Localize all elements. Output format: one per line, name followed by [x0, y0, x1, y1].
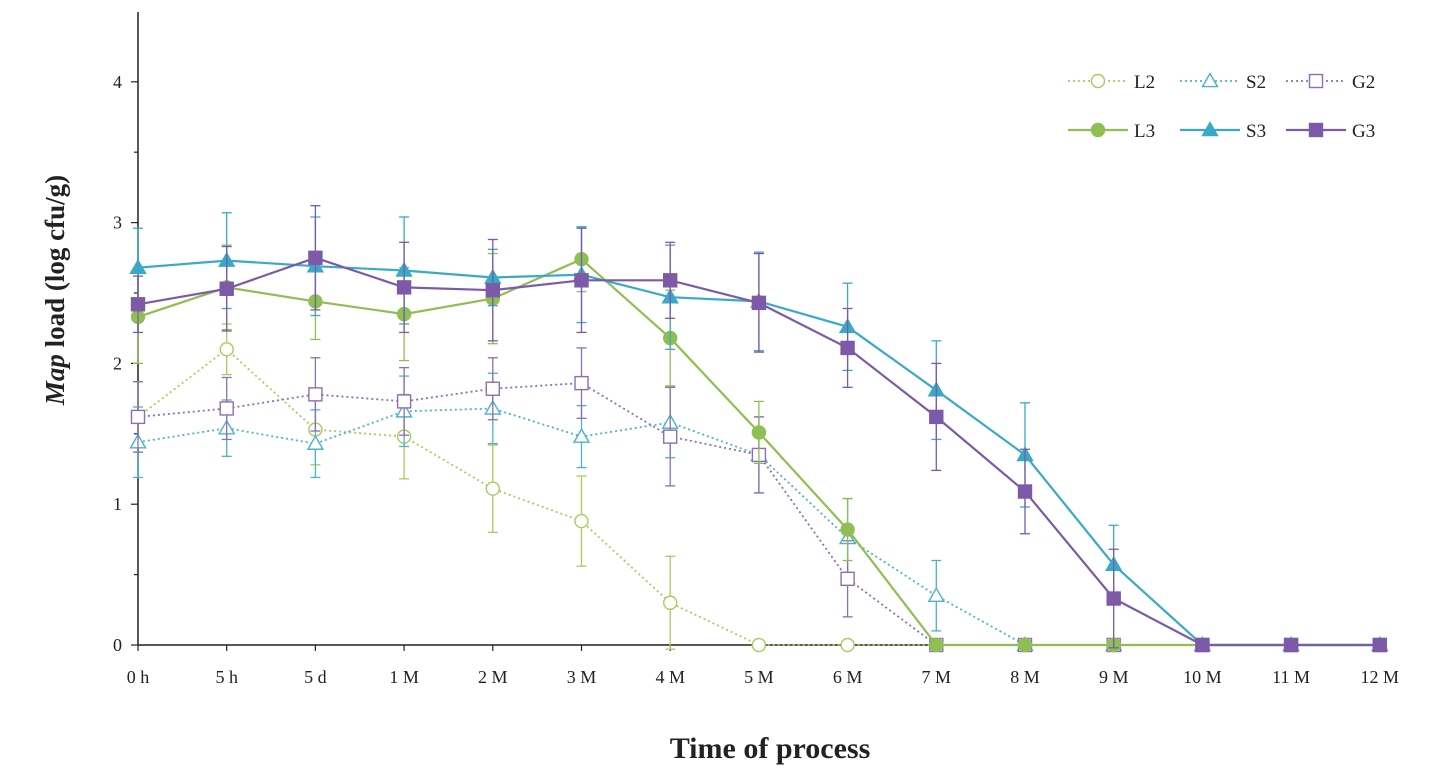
- series-layer: [129, 205, 1389, 653]
- data-point: [574, 273, 589, 288]
- legend-marker: [1201, 121, 1219, 137]
- data-point: [219, 281, 234, 296]
- legend: L2 S2 G2 L3 S3 G3: [1068, 72, 1375, 142]
- data-point: [751, 295, 767, 311]
- data-point: [306, 434, 325, 450]
- x-tick-label: 5 h: [215, 667, 238, 687]
- data-point: [1283, 637, 1299, 653]
- y-tick-label: 1: [113, 494, 122, 514]
- data-point: [308, 387, 323, 402]
- data-point: [840, 522, 855, 537]
- x-axis-label: Time of process: [670, 732, 871, 765]
- data-point: [219, 401, 234, 416]
- x-tick-label: 12 M: [1361, 667, 1400, 687]
- data-point: [840, 637, 855, 653]
- data-point: [840, 571, 855, 587]
- x-tick-label: 0 h: [127, 667, 150, 687]
- axes: 0 1 2 3 4 0 h 5 h 5 d 1 M 2 M 3 M 4 M 5 M 6 M 7 M 8 M 9 …: [113, 12, 1399, 687]
- x-tick-label: 10 M: [1183, 667, 1222, 687]
- legend-label: G3: [1352, 121, 1375, 142]
- x-tick-label: 2 M: [478, 667, 508, 687]
- legend-item-g2: G2: [1286, 72, 1375, 93]
- x-tick-label: 5 d: [304, 667, 327, 687]
- data-point: [308, 250, 323, 266]
- x-tick-label: 3 M: [567, 667, 597, 687]
- data-point: [927, 586, 945, 603]
- data-point: [574, 375, 589, 391]
- data-point: [485, 282, 500, 298]
- data-point: [1017, 484, 1033, 499]
- legend-item-g3: G3: [1286, 121, 1375, 142]
- data-point: [130, 297, 146, 312]
- y-tick-label: 2: [113, 353, 122, 373]
- data-point: [396, 394, 412, 409]
- data-point: [663, 595, 678, 610]
- legend-marker: [1308, 122, 1324, 138]
- data-point: [572, 427, 591, 443]
- data-point: [1106, 591, 1121, 606]
- data-point: [129, 258, 147, 274]
- legend-item-s3: S3: [1180, 121, 1266, 142]
- y-axis-label: Map load (log cfu/g): [40, 175, 70, 406]
- data-point: [130, 409, 146, 425]
- data-point: [840, 340, 855, 356]
- legend-item-l2: L2: [1068, 72, 1155, 93]
- data-point: [1372, 637, 1388, 653]
- data-point: [663, 429, 678, 444]
- series-g2: [130, 347, 1388, 653]
- y-tick-label: 0: [113, 635, 122, 655]
- x-tick-label: 8 M: [1010, 667, 1040, 687]
- y-axis-label-rest: load (log cfu/g): [40, 175, 70, 354]
- legend-label: S3: [1246, 121, 1266, 142]
- data-point: [1017, 637, 1033, 653]
- y-tick-label: 3: [113, 213, 122, 233]
- series-g3: [130, 205, 1388, 653]
- data-point: [751, 425, 767, 440]
- y-tick-label: 4: [113, 72, 122, 92]
- data-point: [219, 342, 234, 357]
- data-point: [396, 280, 412, 295]
- legend-label: S2: [1246, 72, 1266, 93]
- x-tick-label: 6 M: [833, 667, 863, 687]
- data-point: [929, 409, 944, 425]
- x-tick-label: 9 M: [1099, 667, 1129, 687]
- data-point: [663, 273, 678, 288]
- legend-marker: [1201, 72, 1219, 88]
- legend-label: L3: [1134, 121, 1155, 142]
- y-axis-label-italic: Map: [40, 354, 70, 406]
- x-tick-label: 1 M: [389, 667, 419, 687]
- data-point: [485, 381, 500, 396]
- x-tick-label: 7 M: [922, 667, 952, 687]
- legend-marker: [1090, 122, 1106, 138]
- legend-item-l3: L3: [1068, 121, 1155, 142]
- legend-item-s2: S2: [1180, 72, 1266, 93]
- series-line: [137, 348, 1380, 646]
- data-point: [1195, 637, 1210, 653]
- data-point: [485, 481, 500, 496]
- legend-label: G2: [1352, 72, 1375, 93]
- data-point: [751, 637, 767, 653]
- x-tick-label: 11 M: [1272, 667, 1310, 687]
- legend-label: L2: [1134, 72, 1155, 93]
- data-point: [929, 637, 944, 653]
- x-tick-label: 5 M: [744, 667, 774, 687]
- legend-marker: [1308, 73, 1324, 89]
- x-tick-label: 4 M: [655, 667, 685, 687]
- data-point: [574, 513, 589, 529]
- legend-marker: [1090, 73, 1106, 89]
